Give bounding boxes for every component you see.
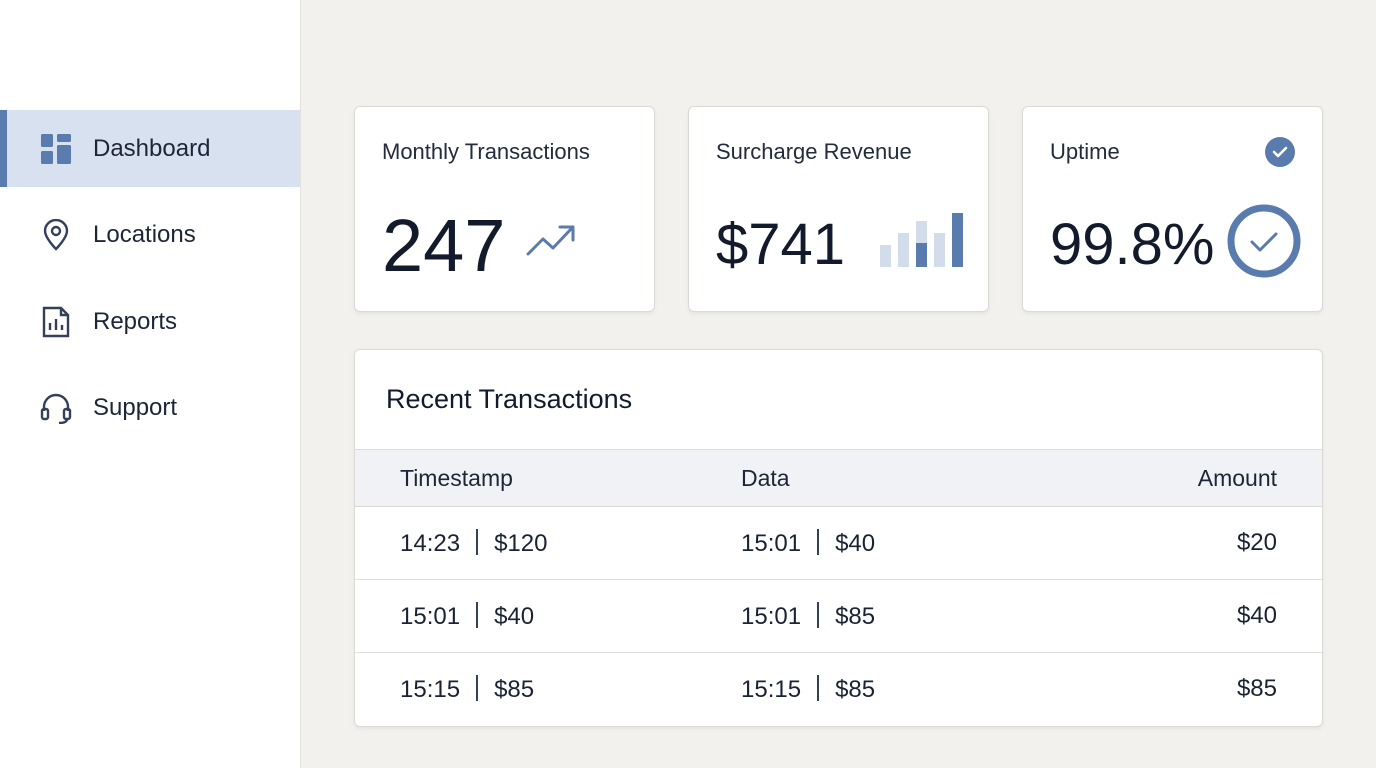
time-text: 15:15 bbox=[400, 675, 461, 703]
time-text: 15:01 bbox=[400, 602, 461, 630]
location-pin-icon bbox=[40, 219, 72, 251]
timestamp-cell: 14:23 $120 bbox=[355, 506, 741, 580]
timestamp-cell: 15:01 $40 bbox=[355, 579, 741, 653]
value-text: $40 bbox=[494, 602, 535, 630]
column-header-data[interactable]: Data bbox=[741, 449, 1081, 507]
table-row[interactable]: 14:23 $120 15:01 $40 $20 bbox=[355, 506, 1322, 580]
sidebar-item-support[interactable]: Support bbox=[0, 370, 300, 447]
amount-cell: $40 bbox=[1081, 579, 1322, 653]
table-row[interactable]: 15:01 $40 15:01 $85 $40 bbox=[355, 579, 1322, 653]
trend-up-icon bbox=[526, 223, 576, 262]
uptime-card: Uptime 99.8% bbox=[1022, 106, 1323, 312]
table-row[interactable]: 15:15 $85 15:15 $85 $85 bbox=[355, 653, 1322, 726]
data-cell: 15:01 $40 bbox=[741, 506, 1081, 580]
value-text: $85 bbox=[835, 675, 876, 703]
section-title: Recent Transactions bbox=[386, 384, 633, 414]
time-text: 14:23 bbox=[400, 529, 461, 557]
column-header-timestamp[interactable]: Timestamp bbox=[355, 449, 741, 507]
data-cell: 15:01 $85 bbox=[741, 579, 1081, 653]
monthly-transactions-card: Monthly Transactions 247 bbox=[354, 106, 655, 312]
transactions-table: Timestamp Data Amount 14:23 $120 15:01 $40… bbox=[355, 449, 1322, 726]
headset-icon bbox=[40, 392, 72, 424]
card-title: Monthly Transactions bbox=[382, 139, 590, 164]
bar-chart-icon bbox=[879, 213, 965, 272]
sidebar-item-label: Dashboard bbox=[93, 134, 211, 162]
time-text: 15:01 bbox=[741, 529, 802, 557]
sidebar-item-label: Support bbox=[93, 394, 178, 421]
timestamp-cell: 15:15 $85 bbox=[355, 653, 741, 726]
sidebar: Dashboard Locations Reports bbox=[0, 0, 301, 768]
sidebar-item-reports[interactable]: Reports bbox=[0, 283, 300, 360]
value-text: $85 bbox=[835, 602, 876, 630]
divider bbox=[476, 674, 479, 701]
divider bbox=[817, 528, 820, 555]
monthly-transactions-value: 247 bbox=[382, 204, 506, 287]
report-chart-icon bbox=[40, 306, 72, 338]
time-text: 15:01 bbox=[741, 602, 802, 630]
check-circle-icon bbox=[1265, 137, 1295, 167]
sidebar-item-dashboard[interactable]: Dashboard bbox=[0, 110, 300, 187]
uptime-ring-icon bbox=[1226, 203, 1302, 284]
data-cell: 15:15 $85 bbox=[741, 653, 1081, 726]
amount-cell: $85 bbox=[1236, 675, 1277, 703]
recent-transactions-card: Recent Transactions Timestamp Data Amoun… bbox=[354, 349, 1323, 727]
time-text: 15:15 bbox=[741, 675, 802, 703]
surcharge-revenue-value: $741 bbox=[716, 212, 846, 277]
surcharge-revenue-card: Surcharge Revenue $741 bbox=[688, 106, 989, 312]
sidebar-item-locations[interactable]: Locations bbox=[0, 197, 300, 274]
card-title: Surcharge Revenue bbox=[716, 139, 912, 164]
uptime-value: 99.8% bbox=[1050, 212, 1215, 277]
sidebar-nav: Dashboard Locations Reports bbox=[0, 110, 300, 456]
table-header-row: Timestamp Data Amount bbox=[355, 449, 1322, 507]
sidebar-item-label: Reports bbox=[93, 307, 178, 335]
value-text: $40 bbox=[835, 529, 876, 557]
card-title: Uptime bbox=[1050, 139, 1120, 164]
divider bbox=[817, 674, 820, 701]
divider bbox=[476, 601, 479, 628]
dashboard-icon bbox=[40, 133, 72, 165]
amount-cell: $20 bbox=[1081, 506, 1322, 580]
divider bbox=[476, 528, 479, 555]
value-text: $85 bbox=[494, 675, 535, 703]
sidebar-item-label: Locations bbox=[93, 221, 196, 248]
column-header-amount[interactable]: Amount bbox=[1081, 449, 1322, 507]
divider bbox=[817, 601, 820, 628]
value-text: $120 bbox=[494, 529, 548, 557]
